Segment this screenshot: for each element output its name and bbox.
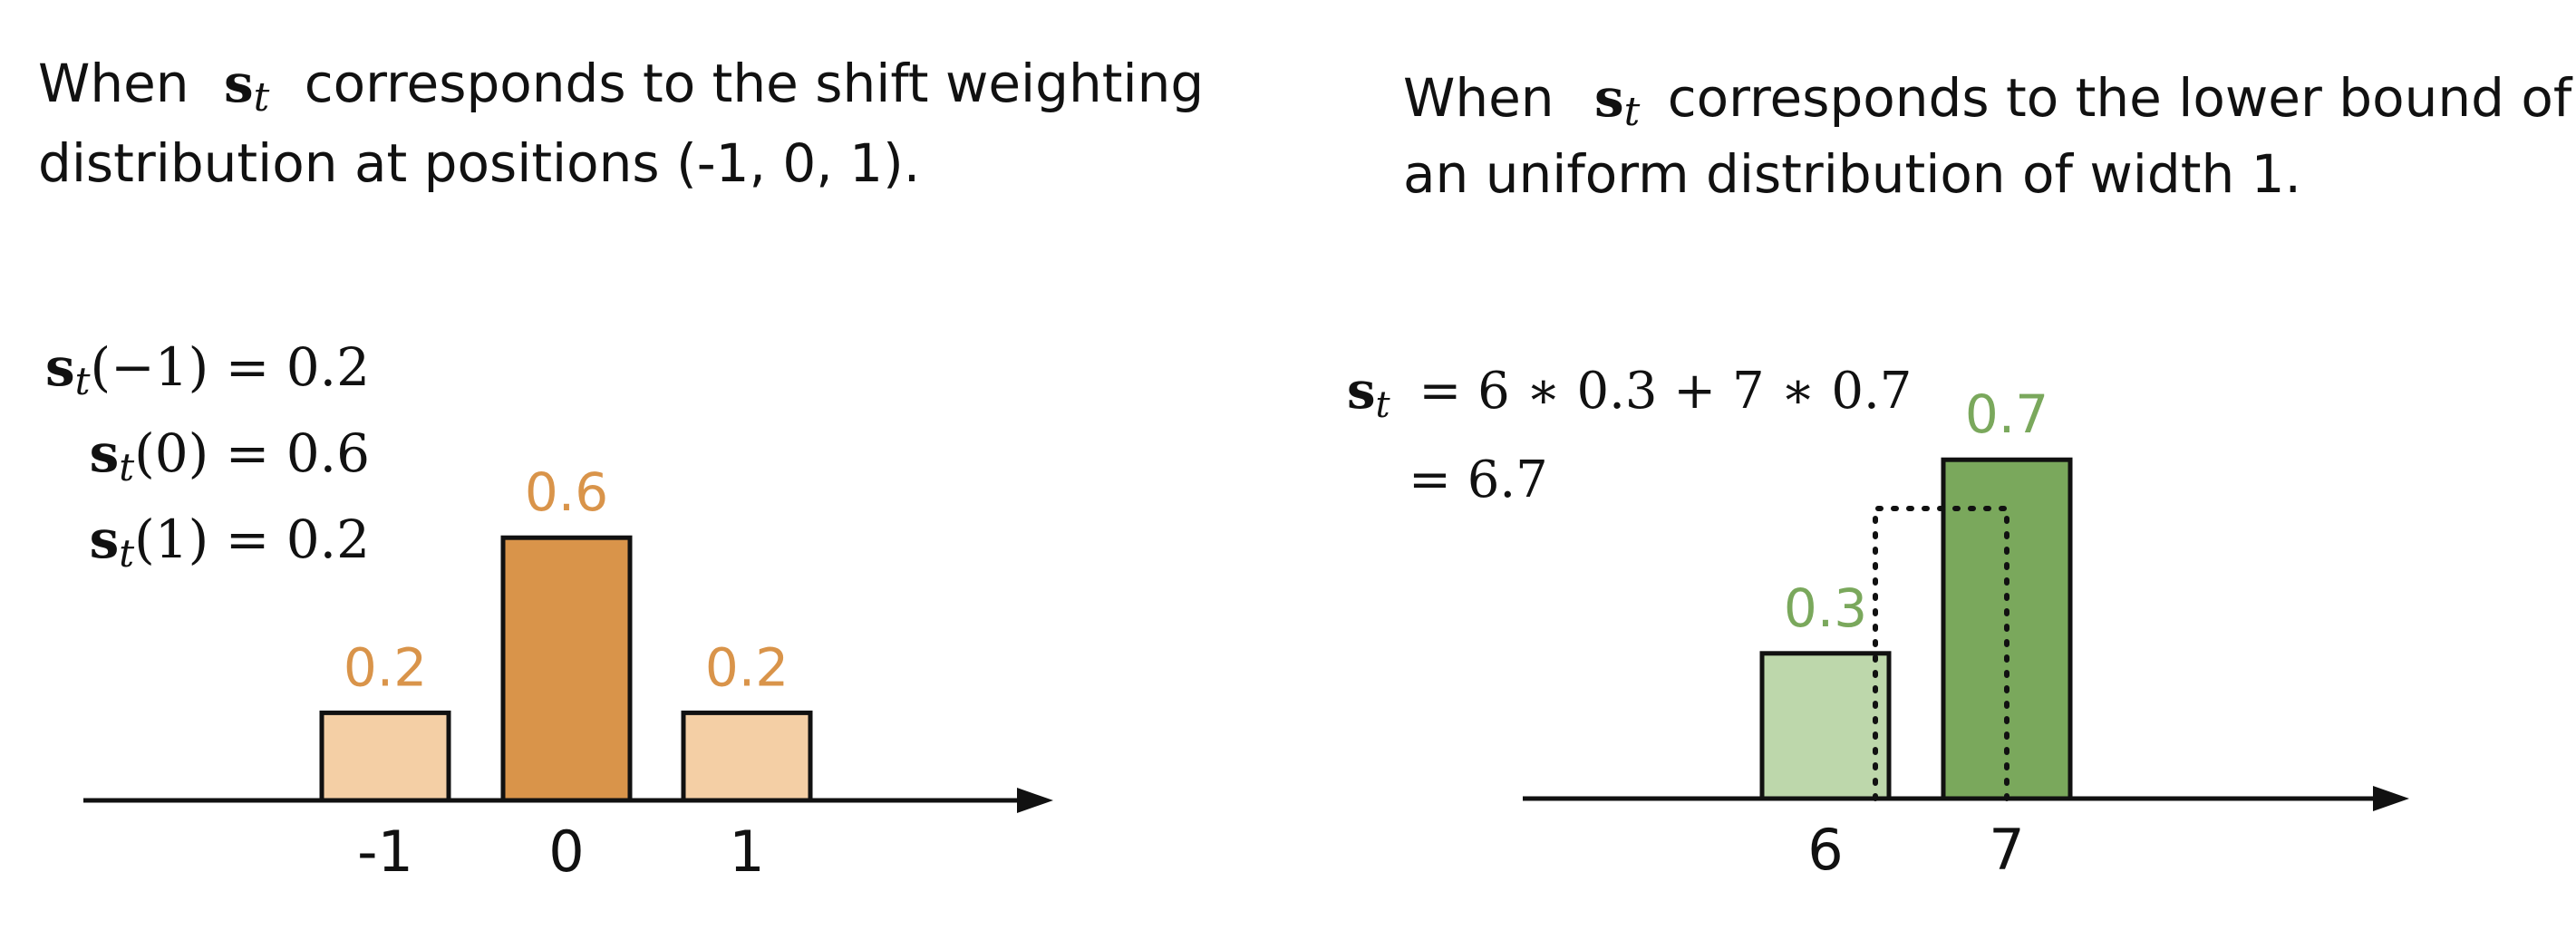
bar-value-label-6: 0.3	[1784, 577, 1867, 639]
left-equations: st(−1) = 0.2 st(0) = 0.6 st(1) = 0.2	[45, 336, 370, 576]
right-bar-chart: 0.3 6 0.7 7	[1523, 383, 2409, 883]
bar-6	[1759, 651, 1892, 801]
right-description-line2: an uniform distribution of width 1.	[1403, 143, 2301, 205]
bar--1	[319, 710, 451, 803]
left-equation-1: st(0) = 0.6	[90, 422, 370, 489]
x-tick-label-0: 0	[548, 819, 584, 885]
left-equation-2: st(1) = 0.2	[90, 509, 370, 576]
x-axis-arrowhead	[2373, 786, 2409, 811]
bar-1	[681, 710, 813, 803]
uniform-width-1-dotted-outline	[1873, 506, 2009, 801]
right-equation-line1: st = 6 ∗ 0.3 + 7 ∗ 0.7	[1347, 361, 1912, 430]
left-bar-chart: 0.2 -1 0.6 0 0.2 1	[83, 461, 1053, 885]
bar-value-label-0: 0.6	[525, 461, 608, 523]
left-equation-0: st(−1) = 0.2	[45, 336, 370, 403]
right-equation-line2: = 6.7	[1409, 450, 1548, 509]
bar-value-label--1: 0.2	[344, 636, 427, 698]
x-tick-label-6: 6	[1807, 817, 1843, 883]
bar-0	[500, 535, 633, 803]
left-description-line1: When st corresponds to the shift weighti…	[38, 53, 1204, 123]
left-description-line2: distribution at positions (-1, 0, 1).	[38, 132, 920, 194]
bar-value-label-7: 0.7	[1965, 383, 2048, 445]
x-tick-label--1: -1	[357, 819, 413, 885]
right-description-line1: When st corresponds to the lower bound o…	[1403, 67, 2573, 138]
x-tick-label-1: 1	[729, 819, 764, 885]
x-tick-label-7: 7	[1989, 817, 2024, 883]
x-axis-arrowhead	[1017, 788, 1053, 813]
bar-value-label-1: 0.2	[705, 636, 789, 698]
